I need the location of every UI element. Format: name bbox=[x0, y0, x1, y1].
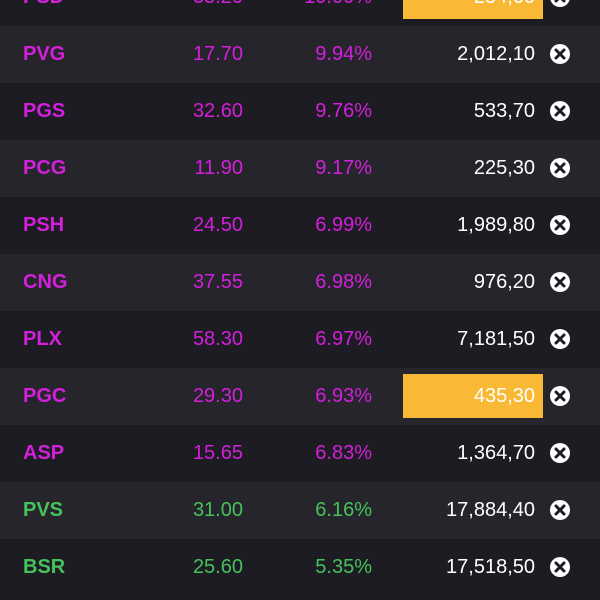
stock-symbol: PVS bbox=[23, 499, 64, 521]
percent-change: 6.83% bbox=[315, 442, 372, 464]
percent-change: 9.17% bbox=[315, 157, 372, 179]
volume-highlight bbox=[403, 0, 543, 19]
volume-cell: 435,30 bbox=[403, 368, 543, 425]
volume-highlight bbox=[403, 374, 543, 418]
table-row[interactable]: PSD 33.20 10.00% 254,60 bbox=[0, 0, 600, 26]
table-row[interactable]: CNG 37.55 6.98% 976,20 bbox=[0, 254, 600, 311]
percent-change: 6.93% bbox=[315, 385, 372, 407]
percent-change: 9.76% bbox=[315, 100, 372, 122]
volume-cell: 1,364,70 bbox=[403, 425, 543, 482]
volume-value: 17,884,40 bbox=[446, 499, 535, 521]
table-row[interactable]: PGS 32.60 9.76% 533,70 bbox=[0, 83, 600, 140]
volume-value: 1,364,70 bbox=[457, 442, 535, 464]
stock-price: 37.55 bbox=[192, 271, 243, 293]
volume-cell: 2,012,10 bbox=[403, 26, 543, 83]
close-circle-icon[interactable] bbox=[549, 0, 571, 8]
stock-symbol: CNG bbox=[23, 271, 68, 293]
volume-value: 435,30 bbox=[473, 385, 535, 407]
stock-symbol: PLX bbox=[23, 328, 62, 350]
stock-price: 17.70 bbox=[192, 43, 243, 65]
table-row[interactable]: PVS 31.00 6.16% 17,884,40 bbox=[0, 482, 600, 539]
close-circle-icon[interactable] bbox=[549, 157, 571, 179]
volume-value: 7,181,50 bbox=[457, 328, 535, 350]
close-circle-icon[interactable] bbox=[549, 556, 571, 578]
table-row[interactable]: PLX 58.30 6.97% 7,181,50 bbox=[0, 311, 600, 368]
stock-symbol: PSH bbox=[23, 214, 65, 236]
volume-cell: 1,989,80 bbox=[403, 197, 543, 254]
volume-value: 1,989,80 bbox=[457, 214, 535, 236]
volume-cell: 254,60 bbox=[403, 0, 543, 26]
volume-cell: 533,70 bbox=[403, 83, 543, 140]
percent-change: 6.99% bbox=[315, 214, 372, 236]
percent-change: 6.98% bbox=[315, 271, 372, 293]
stock-price: 33.20 bbox=[193, 0, 243, 26]
stock-price: 15.65 bbox=[192, 442, 243, 464]
table-row[interactable]: ASP 15.65 6.83% 1,364,70 bbox=[0, 425, 600, 482]
close-circle-icon[interactable] bbox=[549, 271, 571, 293]
percent-change: 10.00% bbox=[304, 0, 372, 26]
stock-price: 11.90 bbox=[194, 157, 243, 179]
stock-symbol: PGC bbox=[23, 385, 67, 407]
close-circle-icon[interactable] bbox=[549, 328, 571, 350]
volume-value: 225,30 bbox=[473, 157, 535, 179]
stock-price: 31.00 bbox=[192, 499, 243, 521]
table-row[interactable]: PSH 24.50 6.99% 1,989,80 bbox=[0, 197, 600, 254]
stock-price: 58.30 bbox=[192, 328, 243, 350]
table-row[interactable]: PVG 17.70 9.94% 2,012,10 bbox=[0, 26, 600, 83]
stock-symbol: PSD bbox=[23, 0, 64, 26]
table-row[interactable]: BSR 25.60 5.35% 17,518,50 bbox=[0, 539, 600, 596]
close-circle-icon[interactable] bbox=[549, 100, 571, 122]
volume-cell: 7,181,50 bbox=[403, 311, 543, 368]
stock-price: 25.60 bbox=[192, 556, 243, 578]
close-circle-icon[interactable] bbox=[549, 214, 571, 236]
stock-price: 32.60 bbox=[192, 100, 243, 122]
volume-value: 976,20 bbox=[473, 271, 535, 293]
percent-change: 6.97% bbox=[315, 328, 372, 350]
volume-cell: 225,30 bbox=[403, 140, 543, 197]
table-row[interactable]: PGC 29.30 6.93% 435,30 bbox=[0, 368, 600, 425]
stock-symbol: PCG bbox=[23, 157, 67, 179]
close-circle-icon[interactable] bbox=[549, 385, 571, 407]
stock-symbol: BSR bbox=[23, 556, 66, 578]
volume-cell: 17,518,50 bbox=[403, 539, 543, 596]
volume-cell: 976,20 bbox=[403, 254, 543, 311]
stock-price: 24.50 bbox=[192, 214, 243, 236]
percent-change: 9.94% bbox=[315, 43, 372, 65]
stock-price: 29.30 bbox=[192, 385, 243, 407]
stock-symbol: PGS bbox=[23, 100, 66, 122]
stock-symbol: PVG bbox=[23, 43, 66, 65]
volume-value: 17,518,50 bbox=[446, 556, 535, 578]
table-row[interactable]: PCG 11.90 9.17% 225,30 bbox=[0, 140, 600, 197]
close-circle-icon[interactable] bbox=[549, 43, 571, 65]
percent-change: 6.16% bbox=[315, 499, 372, 521]
volume-cell: 17,884,40 bbox=[403, 482, 543, 539]
stock-symbol: ASP bbox=[23, 442, 65, 464]
close-circle-icon[interactable] bbox=[549, 442, 571, 464]
volume-value: 254,60 bbox=[474, 0, 535, 26]
percent-change: 5.35% bbox=[315, 556, 372, 578]
volume-value: 533,70 bbox=[473, 100, 535, 122]
volume-value: 2,012,10 bbox=[457, 43, 535, 65]
close-circle-icon[interactable] bbox=[549, 499, 571, 521]
